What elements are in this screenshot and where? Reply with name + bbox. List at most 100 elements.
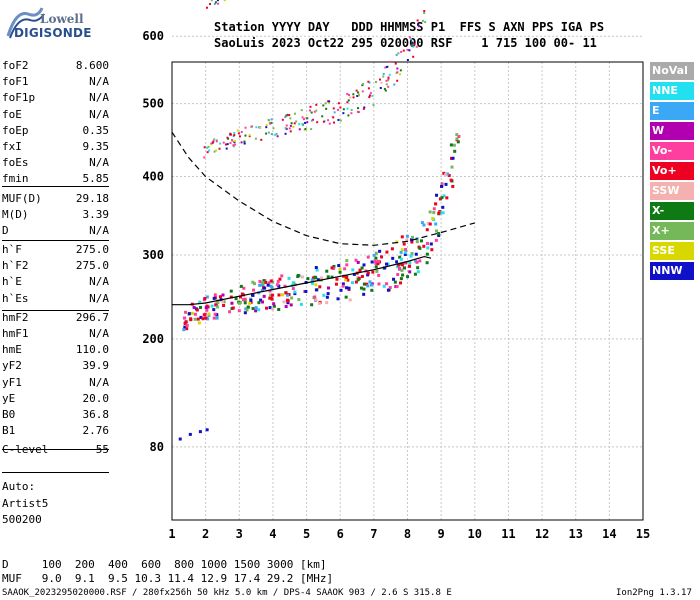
- echo-point: [406, 275, 410, 279]
- echo-point: [383, 87, 386, 90]
- echo-point: [396, 273, 400, 277]
- echo-point: [292, 125, 295, 128]
- echo-point: [410, 240, 414, 244]
- echo-point: [410, 43, 413, 46]
- echo-point: [233, 132, 236, 135]
- param-value: 3.39: [82, 207, 110, 221]
- echo-point: [286, 299, 290, 303]
- echo-point: [277, 293, 281, 297]
- echo-point: [210, 304, 214, 308]
- echo-point: [336, 297, 340, 301]
- echo-point: [361, 84, 364, 87]
- echo-point: [440, 184, 444, 188]
- echo-point: [284, 114, 287, 117]
- legend-item: X-: [650, 202, 694, 220]
- echo-point: [333, 121, 336, 124]
- echo-point: [201, 317, 205, 321]
- param-value: 9.35: [82, 139, 110, 153]
- echo-point: [210, 143, 213, 146]
- echo-point: [442, 171, 446, 175]
- param-name: h`E: [2, 275, 22, 289]
- echo-point: [432, 211, 436, 215]
- echo-point: [210, 0, 213, 2]
- echo-point: [254, 137, 257, 140]
- echo-point: [183, 322, 187, 326]
- echo-point: [339, 119, 342, 122]
- echo-point: [314, 266, 318, 270]
- echo-point: [372, 253, 376, 257]
- echo-point: [385, 262, 389, 266]
- echo-point: [320, 276, 324, 280]
- x-tick-label: 7: [370, 527, 377, 541]
- echo-point: [277, 308, 281, 312]
- echo-point: [304, 289, 308, 293]
- echo-point: [216, 301, 220, 305]
- echo-point: [208, 149, 211, 152]
- echo-point: [343, 267, 347, 271]
- echo-point: [215, 305, 219, 309]
- param-row: foEs N/A: [2, 155, 109, 171]
- echo-point: [293, 290, 297, 294]
- params-separator: [2, 449, 109, 450]
- echo-point: [308, 109, 311, 112]
- echo-point: [356, 95, 359, 98]
- param-name: foF2: [2, 59, 29, 72]
- param-row: foF2 8.600: [2, 58, 109, 74]
- digisonde-logo: [6, 6, 76, 40]
- param-value: 110.0: [75, 343, 109, 357]
- echo-point: [413, 43, 416, 46]
- echo-point: [334, 282, 338, 286]
- echo-point: [370, 260, 374, 264]
- echo-point: [265, 124, 268, 127]
- echo-point: [271, 307, 275, 311]
- software-version: Ion2Png 1.3.17: [616, 588, 692, 598]
- legend-item: SSE: [650, 242, 694, 260]
- echo-point: [212, 308, 216, 312]
- y-tick-label: 200: [142, 332, 164, 346]
- echo-point: [313, 295, 317, 299]
- echo-point: [205, 308, 209, 312]
- echo-point: [215, 149, 218, 152]
- x-tick-label: 14: [602, 527, 616, 541]
- echo-point: [316, 121, 319, 124]
- echo-point: [239, 284, 243, 288]
- echo-point: [397, 266, 401, 270]
- echo-point: [346, 278, 350, 282]
- echo-point: [267, 131, 270, 134]
- param-value: 5.85: [82, 172, 110, 186]
- echo-point: [387, 77, 390, 80]
- param-value: N/A: [89, 375, 109, 389]
- echo-point: [271, 293, 275, 297]
- echo-point: [270, 297, 274, 301]
- x-tick-label: 3: [236, 527, 243, 541]
- echo-point: [450, 165, 454, 169]
- echo-point: [405, 238, 409, 242]
- echo-point: [444, 182, 448, 186]
- param-row: hmF1 N/A: [2, 326, 109, 342]
- echo-point: [366, 273, 370, 277]
- x-tick-label: 15: [636, 527, 650, 541]
- echo-point: [385, 282, 389, 286]
- echo-point: [379, 87, 382, 90]
- echo-point: [410, 235, 414, 239]
- echo-point: [341, 284, 345, 288]
- echo-point: [374, 251, 378, 255]
- echo-point: [246, 305, 250, 309]
- echo-point: [385, 250, 389, 254]
- echo-point: [429, 242, 433, 246]
- echo-point: [289, 303, 293, 307]
- param-value: N/A: [89, 291, 109, 305]
- echo-point: [209, 3, 212, 6]
- param-value: 20.0: [82, 391, 110, 405]
- echo-point: [291, 281, 295, 285]
- echo-point: [254, 306, 258, 310]
- echo-point: [226, 136, 229, 139]
- echo-point: [184, 320, 188, 324]
- echo-point: [185, 327, 189, 331]
- echo-point: [354, 258, 358, 262]
- echo-point: [252, 288, 256, 292]
- echo-point: [195, 308, 199, 312]
- y-tick-label: 300: [142, 248, 164, 262]
- param-name: h`F: [2, 243, 22, 257]
- echo-point: [311, 276, 315, 280]
